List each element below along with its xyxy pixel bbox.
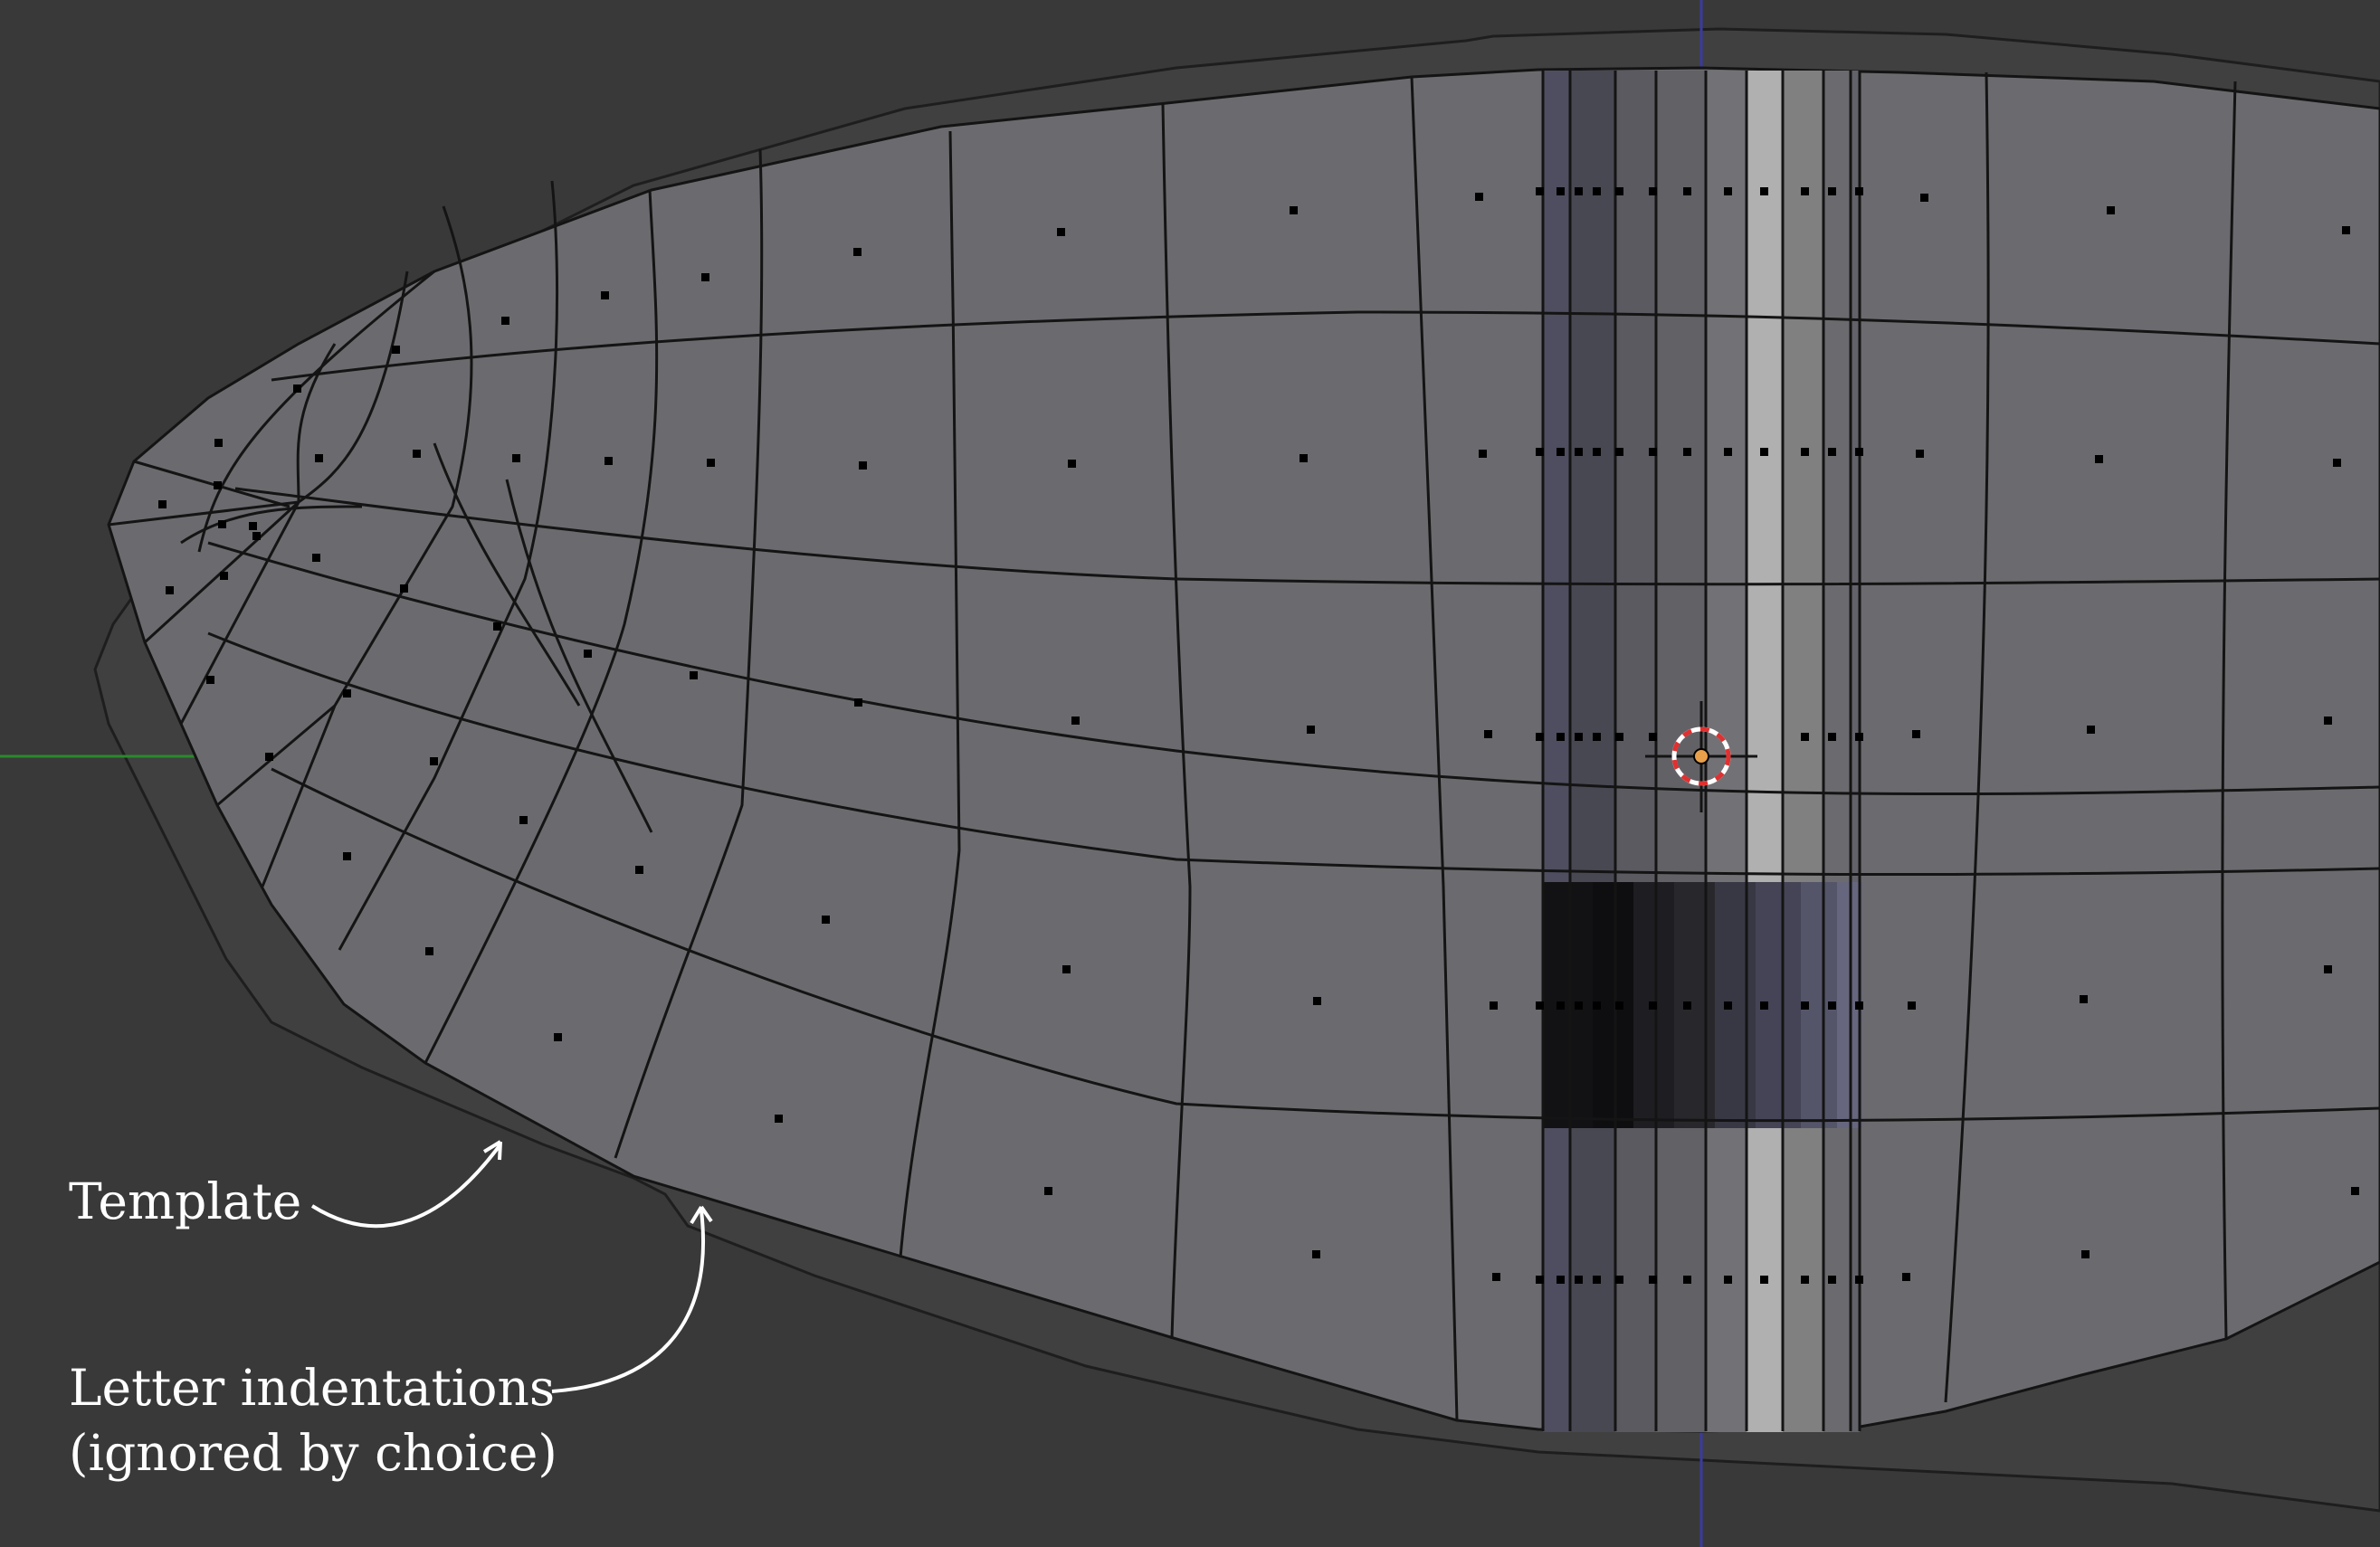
3d-cursor-icon[interactable] [1645, 701, 1757, 812]
template-arrowhead [482, 1140, 502, 1161]
annotation-template-label: Template [69, 1172, 302, 1230]
letter-arrow [551, 1210, 705, 1393]
mesh-edges [108, 71, 2380, 1431]
template-arrow [310, 1143, 502, 1229]
face-dots [158, 187, 2359, 1284]
letter-arrowhead [690, 1205, 713, 1225]
annotation-letter-line2: (ignored by choice) [69, 1424, 557, 1482]
mesh-body[interactable] [107, 66, 2380, 1433]
annotation-letter-indentations-label: Letter indentations (ignored by choice) [69, 1355, 557, 1485]
annotation-letter-line1: Letter indentations [69, 1359, 556, 1417]
center-strip [1543, 71, 1862, 1432]
